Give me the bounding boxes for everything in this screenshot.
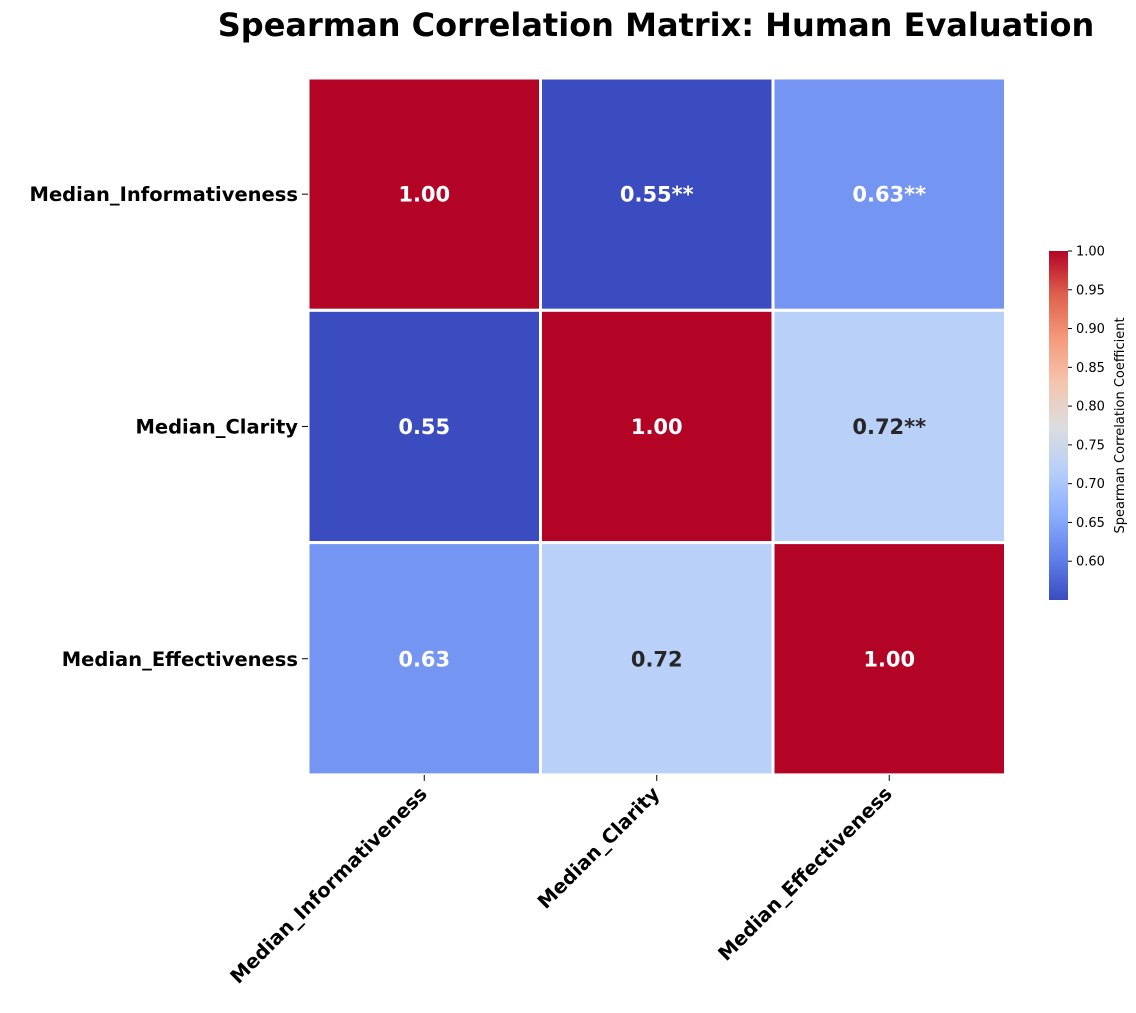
- heatmap-cell: [306, 76, 542, 312]
- colorbar-tick-label: 0.90: [1076, 322, 1105, 337]
- column-tick-label: Median_Clarity: [533, 782, 664, 913]
- cell-value-label: 0.63**: [852, 183, 926, 207]
- row-tick-label: Median_Informativeness: [30, 183, 298, 206]
- colorbar-tick-label: 0.60: [1076, 555, 1105, 570]
- heatmap-cell: [306, 541, 542, 777]
- colorbar-label: Spearman Correlation Coefficient: [1113, 317, 1128, 533]
- cell-value-label: 0.72: [631, 647, 683, 671]
- heatmap-cell: [539, 76, 775, 312]
- cell-value-label: 1.00: [863, 647, 915, 671]
- column-tick-label: Median_Effectiveness: [713, 782, 896, 965]
- cell-value-label: 0.72**: [852, 415, 926, 439]
- colorbar-tick-label: 0.65: [1076, 516, 1105, 531]
- colorbar-ticks: 0.60 0.65 0.70 0.75 0.80 0.85 0.90 0.95 1.00: [1068, 245, 1105, 570]
- heatmap-cell: [539, 541, 775, 777]
- colorbar-gradient: [1049, 251, 1068, 600]
- colorbar-tick-label: 0.70: [1076, 477, 1105, 492]
- cell-value-label: 0.63: [398, 647, 450, 671]
- colorbar: 0.60 0.65 0.70 0.75 0.80 0.85 0.90 0.95 1.00 Spe…: [1049, 245, 1128, 600]
- heatmap-cells: 1.00 0.55** 0.63** 0.55 1.00 0.72** 0.63 0.72 1.…: [306, 76, 1007, 777]
- cell-value-label: 0.55: [398, 415, 450, 439]
- column-tick-label: Median_Informativeness: [226, 782, 432, 988]
- heatmap-cell: [771, 76, 1007, 312]
- row-tick-label: Median_Effectiveness: [62, 648, 298, 671]
- row-tick-labels: Median_Informativeness Median_Clarity Medi…: [30, 183, 308, 671]
- heatmap-cell: [771, 308, 1007, 545]
- chart-title: Spearman Correlation Matrix: Human Evalu…: [218, 6, 1095, 44]
- colorbar-tick-label: 1.00: [1076, 245, 1105, 260]
- heatmap-cell: [771, 541, 1007, 777]
- colorbar-tick-label: 0.80: [1076, 400, 1105, 415]
- colorbar-tick-label: 0.85: [1076, 361, 1105, 376]
- heatmap-cell: [539, 308, 775, 545]
- row-tick-label: Median_Clarity: [135, 415, 298, 438]
- colorbar-tick-label: 0.95: [1076, 283, 1105, 298]
- column-tick-labels: Median_Informativeness Median_Clarity Medi…: [226, 774, 897, 988]
- cell-value-label: 1.00: [398, 183, 450, 207]
- cell-value-label: 0.55**: [620, 183, 694, 207]
- cell-value-label: 1.00: [631, 415, 683, 439]
- colorbar-tick-label: 0.75: [1076, 438, 1105, 453]
- heatmap-cell: [306, 308, 542, 545]
